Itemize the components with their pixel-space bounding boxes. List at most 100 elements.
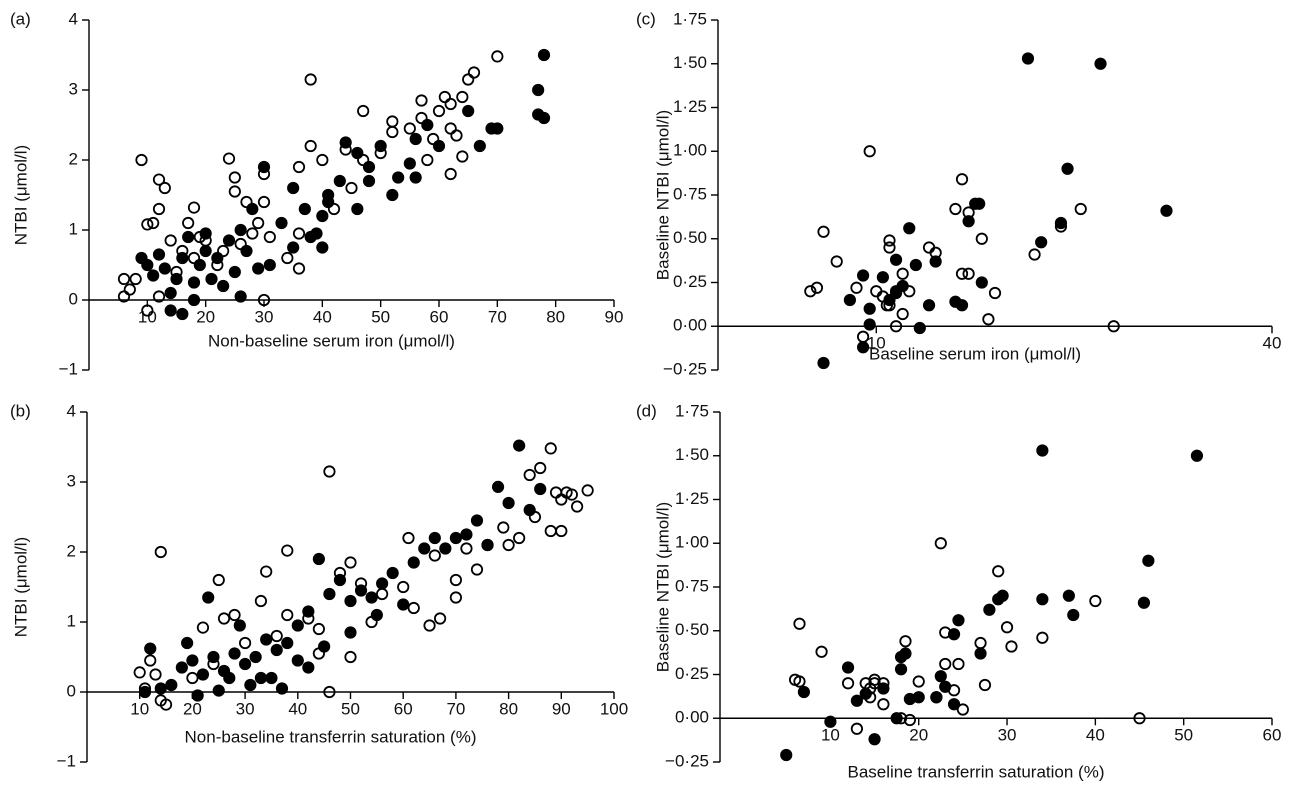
point: [205, 272, 218, 286]
point: [354, 584, 368, 597]
y-tick-label: −0·25: [663, 359, 707, 378]
y-tick-label: 0·75: [675, 576, 709, 595]
point: [316, 241, 329, 254]
y-tick-label: 0·50: [673, 228, 707, 247]
point: [909, 258, 922, 272]
point: [973, 197, 986, 210]
point: [149, 668, 162, 681]
point: [549, 486, 563, 499]
point: [1062, 589, 1075, 602]
y-axis-label: NTBI (μmol/l): [11, 537, 30, 637]
point: [868, 733, 881, 746]
point: [147, 269, 160, 282]
point: [316, 209, 329, 223]
point: [202, 591, 215, 604]
point: [418, 542, 431, 555]
point: [239, 636, 252, 650]
point: [165, 678, 178, 692]
y-tick-label: 1·75: [673, 9, 707, 28]
y-axis-label: Baseline NTBI (μmol/l): [653, 110, 672, 280]
point: [316, 153, 329, 167]
point: [974, 636, 987, 650]
x-tick-label: 30: [255, 307, 274, 326]
point: [240, 244, 253, 258]
point: [1107, 320, 1120, 333]
point: [333, 573, 347, 587]
point: [222, 152, 236, 165]
point: [270, 629, 283, 643]
point: [252, 216, 265, 230]
x-tick-label: 20: [183, 699, 202, 718]
panel-label: (a): [10, 9, 31, 28]
point: [473, 139, 486, 153]
point: [889, 253, 903, 266]
point: [523, 503, 536, 517]
x-tick-label: 40: [1086, 726, 1105, 745]
point: [187, 251, 201, 265]
point: [850, 722, 863, 735]
point: [1021, 52, 1035, 65]
x-tick-label: 10: [867, 334, 886, 353]
point: [181, 636, 194, 650]
point: [374, 139, 387, 153]
point: [899, 647, 912, 660]
y-tick-label: −1: [57, 751, 76, 770]
x-tick-label: 20: [196, 307, 215, 326]
point: [291, 619, 304, 632]
point: [152, 248, 166, 261]
point: [428, 531, 441, 545]
point: [409, 171, 422, 184]
point: [1036, 631, 1049, 644]
point: [841, 661, 855, 674]
point: [912, 691, 925, 704]
point: [196, 621, 210, 634]
x-axis-label: Baseline transferrin saturation (%): [847, 763, 1104, 782]
x-tick-label: 10: [138, 307, 157, 326]
point: [962, 215, 975, 228]
point: [386, 566, 399, 580]
x-tick-label: 70: [488, 307, 507, 326]
point: [318, 640, 331, 653]
y-tick-label: 1·00: [673, 141, 707, 160]
y-tick-label: 0·00: [673, 316, 707, 335]
point: [133, 666, 146, 679]
point: [534, 482, 547, 496]
point: [955, 299, 969, 312]
point: [793, 617, 806, 630]
point: [1142, 554, 1155, 567]
y-tick-label: 0·25: [675, 664, 709, 683]
point: [1061, 162, 1074, 175]
panel-label: (b): [10, 401, 31, 420]
point: [312, 622, 325, 636]
point: [485, 122, 498, 135]
point: [502, 538, 515, 552]
point: [863, 318, 876, 331]
point: [1036, 444, 1049, 457]
point: [402, 531, 415, 545]
point: [444, 122, 457, 135]
point: [365, 591, 378, 604]
point: [392, 171, 405, 184]
point: [212, 684, 225, 697]
point: [497, 521, 510, 534]
x-tick-label: 50: [341, 699, 360, 718]
point: [302, 661, 315, 674]
point: [537, 48, 551, 62]
point: [810, 281, 824, 294]
point: [423, 619, 436, 632]
point: [234, 223, 247, 237]
y-tick-label: 2: [67, 541, 76, 560]
point: [1089, 594, 1102, 608]
point: [175, 661, 188, 674]
point: [187, 293, 201, 307]
point: [281, 251, 294, 265]
point: [217, 244, 230, 258]
point: [444, 97, 457, 111]
point: [460, 542, 473, 555]
point: [233, 619, 246, 632]
point: [1005, 640, 1018, 653]
point: [275, 216, 288, 230]
point: [281, 636, 294, 650]
point: [207, 650, 220, 664]
point: [386, 115, 399, 128]
